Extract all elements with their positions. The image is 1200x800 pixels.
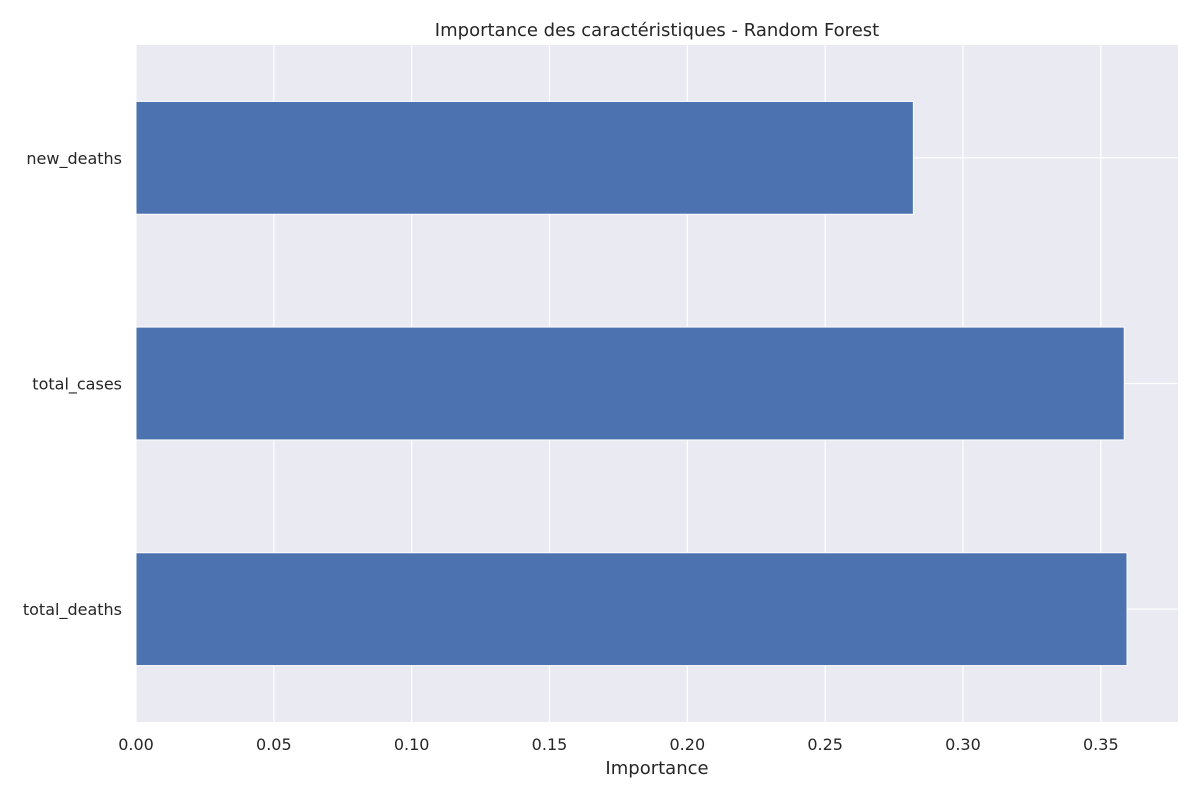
x-tick-label: 0.10 (394, 735, 430, 754)
bar-new-deaths (135, 100, 914, 215)
x-tick-label: 0.15 (532, 735, 568, 754)
x-tick-label: 0.35 (1083, 735, 1119, 754)
bars (135, 100, 1128, 667)
y-tick-labels: total_deaths total_cases new_deaths (23, 149, 122, 620)
bar-total-deaths (135, 552, 1128, 667)
bar-total-cases (135, 326, 1125, 441)
x-axis-label: Importance (605, 758, 708, 779)
x-tick-label: 0.30 (945, 735, 981, 754)
x-tick-label: 0.05 (256, 735, 292, 754)
chart-title: Importance des caractéristiques - Random… (435, 20, 879, 41)
x-tick-label: 0.25 (807, 735, 843, 754)
y-tick-label: new_deaths (26, 149, 122, 169)
x-tick-labels: 0.00 0.05 0.10 0.15 0.20 0.25 0.30 0.35 (118, 735, 1118, 754)
x-tick-label: 0.20 (670, 735, 706, 754)
x-tick-label: 0.00 (118, 735, 154, 754)
y-tick-label: total_deaths (23, 600, 122, 620)
y-tick-label: total_cases (32, 375, 122, 395)
